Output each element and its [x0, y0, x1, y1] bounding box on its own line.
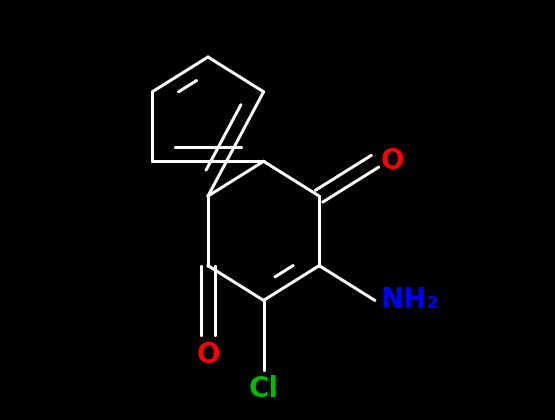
Text: Cl: Cl — [249, 375, 279, 404]
Text: O: O — [380, 147, 404, 175]
Text: NH₂: NH₂ — [380, 286, 439, 315]
Text: O: O — [196, 341, 220, 369]
